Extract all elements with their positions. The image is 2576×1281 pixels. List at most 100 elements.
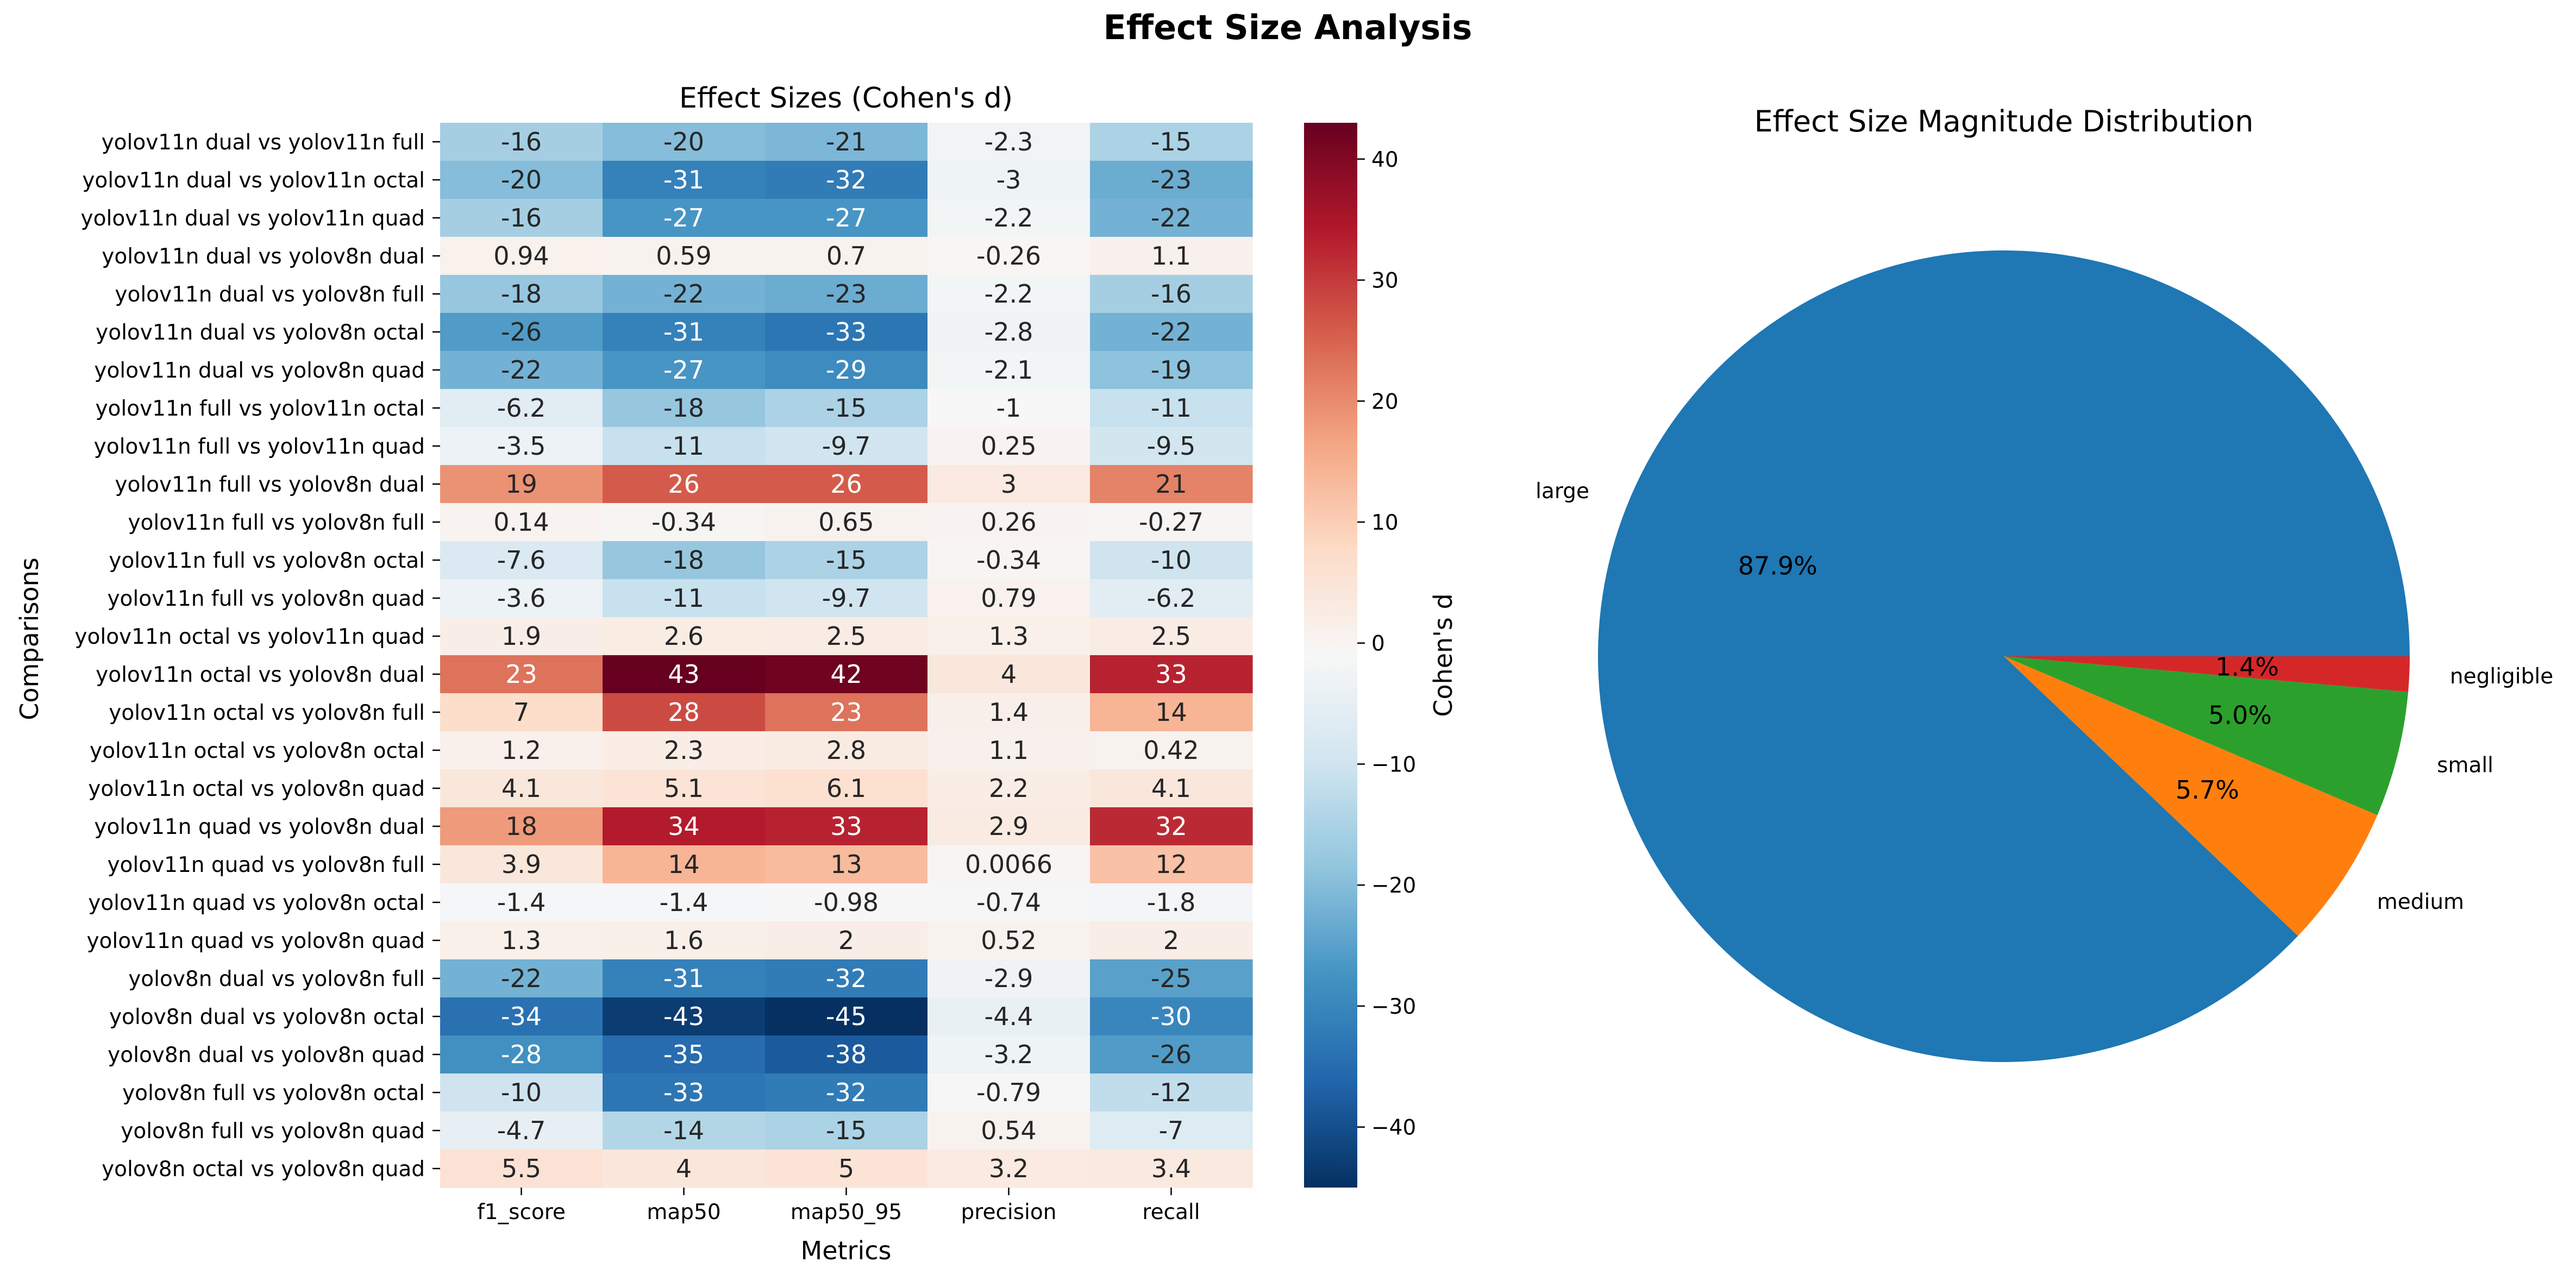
colorbar-tick-label: −10 [1371, 752, 1416, 777]
heatmap-cell-value: -2.8 [985, 317, 1033, 347]
heatmap-cell-value: -31 [663, 165, 704, 194]
heatmap-cell [1090, 199, 1253, 237]
heatmap-row-label: yolov11n dual vs yolov11n full [102, 130, 425, 155]
heatmap-cell-value: -16 [1151, 279, 1192, 309]
heatmap-cell-value: -32 [826, 1078, 867, 1107]
heatmap-cell-value: 0.59 [656, 241, 711, 271]
heatmap-cell-value: 5 [838, 1154, 854, 1183]
heatmap-cell [603, 351, 766, 390]
heatmap-cell-value: -9.5 [1147, 431, 1196, 461]
heatmap-cell-value: -34 [501, 1002, 542, 1031]
heatmap-cell [603, 123, 766, 161]
heatmap-cell-value: -2.9 [985, 964, 1033, 993]
heatmap-cell-value: 26 [830, 469, 862, 499]
pie-category-label: medium [2377, 890, 2464, 914]
heatmap-cell-value: -0.34 [651, 507, 716, 537]
heatmap-cell [927, 769, 1090, 808]
heatmap-cell-value: 3.9 [502, 850, 541, 879]
heatmap-cell [603, 1150, 766, 1188]
heatmap-cell [1090, 579, 1253, 618]
heatmap-cell [765, 579, 928, 618]
heatmap-cell [1090, 693, 1253, 732]
heatmap-cell [603, 237, 766, 275]
heatmap-cell-value: 0.42 [1143, 736, 1199, 765]
heatmap-cell [927, 1150, 1090, 1188]
heatmap-cell [440, 1150, 603, 1188]
heatmap-cell-value: 1.9 [502, 621, 541, 651]
pie-slice-medium [2004, 656, 2378, 936]
heatmap-cell [1090, 959, 1253, 998]
heatmap-cell-value: -22 [501, 355, 542, 385]
heatmap-row-label: yolov8n full vs yolov8n octal [122, 1081, 425, 1106]
heatmap-cell [765, 1112, 928, 1150]
heatmap-cell-value: -6.2 [1147, 583, 1196, 613]
pie-percent-label: 1.4% [2215, 652, 2279, 682]
heatmap-cell [765, 541, 928, 580]
heatmap-cell [765, 997, 928, 1036]
heatmap-cell [927, 883, 1090, 922]
heatmap-cell-value: -15 [826, 1116, 867, 1145]
heatmap-cell [927, 541, 1090, 580]
heatmap-cell [603, 579, 766, 618]
colorbar-gradient [1304, 123, 1357, 1188]
heatmap-cell-value: -14 [663, 1116, 704, 1145]
pie-slice-large [1598, 250, 2410, 1063]
heatmap-cell-value: -30 [1151, 1002, 1192, 1031]
heatmap-cell [765, 123, 928, 161]
heatmap-row-label: yolov11n dual vs yolov8n dual [102, 244, 425, 269]
heatmap-cell [440, 275, 603, 313]
heatmap-cell-value: 28 [668, 698, 700, 727]
heatmap-cell [1090, 617, 1253, 656]
heatmap-cell [765, 921, 928, 960]
heatmap-cell-value: 23 [505, 660, 537, 689]
heatmap-cell-value: 2 [838, 926, 854, 955]
heatmap-cell [765, 1150, 928, 1188]
heatmap-cell [765, 693, 928, 732]
heatmap-cell-value: 13 [830, 850, 862, 879]
heatmap-cell-value: 0.25 [981, 431, 1036, 461]
heatmap-cell [765, 161, 928, 199]
heatmap-cell-value: -11 [663, 431, 704, 461]
heatmap-cell-value: -0.79 [976, 1078, 1041, 1107]
heatmap-row-label: yolov11n dual vs yolov8n quad [94, 359, 425, 383]
heatmap-cell [1090, 883, 1253, 922]
heatmap-cell [765, 275, 928, 313]
heatmap-cell-value: 0.65 [818, 507, 874, 537]
heatmap-row-label: yolov8n octal vs yolov8n quad [102, 1157, 425, 1182]
heatmap-cell-value: -3.6 [497, 583, 546, 613]
heatmap-cell [927, 275, 1090, 313]
heatmap-cell [440, 237, 603, 275]
heatmap-cell [927, 921, 1090, 960]
heatmap-cell-value: 1.3 [989, 621, 1029, 651]
heatmap-cell-value: -32 [826, 165, 867, 194]
heatmap-cell [440, 427, 603, 466]
heatmap-cell-value: -1.8 [1147, 888, 1196, 917]
heatmap-cell-value: -28 [501, 1040, 542, 1069]
heatmap-cell-value: 4 [1001, 660, 1017, 689]
colorbar-tick-label: 20 [1371, 390, 1399, 414]
heatmap-cell [927, 503, 1090, 542]
heatmap-cell [440, 845, 603, 884]
figure-title: Effect Size Analysis [1104, 8, 1472, 47]
heatmap-cell [1090, 465, 1253, 504]
heatmap-cell [440, 959, 603, 998]
heatmap-cell-value: -3 [996, 165, 1021, 194]
heatmap-cell [603, 883, 766, 922]
heatmap-cell [603, 997, 766, 1036]
heatmap-cell [765, 389, 928, 428]
heatmap-cell [927, 351, 1090, 390]
heatmap-cell-value: 5.5 [502, 1154, 541, 1183]
heatmap-cell-value: 4.1 [502, 774, 541, 803]
heatmap-row-label: yolov11n full vs yolov11n octal [95, 397, 425, 421]
heatmap-cell-value: 0.14 [493, 507, 549, 537]
heatmap-cell-value: -18 [663, 393, 704, 423]
heatmap-cell-value: -9.7 [822, 431, 871, 461]
pie-title: Effect Size Magnitude Distribution [1754, 104, 2254, 139]
heatmap-cell-value: -43 [663, 1002, 704, 1031]
heatmap-cell [440, 541, 603, 580]
heatmap-row-label: yolov11n dual vs yolov8n octal [96, 321, 425, 345]
heatmap-cell-value: -16 [501, 203, 542, 233]
heatmap-row-label: yolov11n octal vs yolov8n dual [96, 663, 425, 687]
heatmap-cell-value: 32 [1155, 812, 1187, 841]
heatmap-cell [927, 427, 1090, 466]
